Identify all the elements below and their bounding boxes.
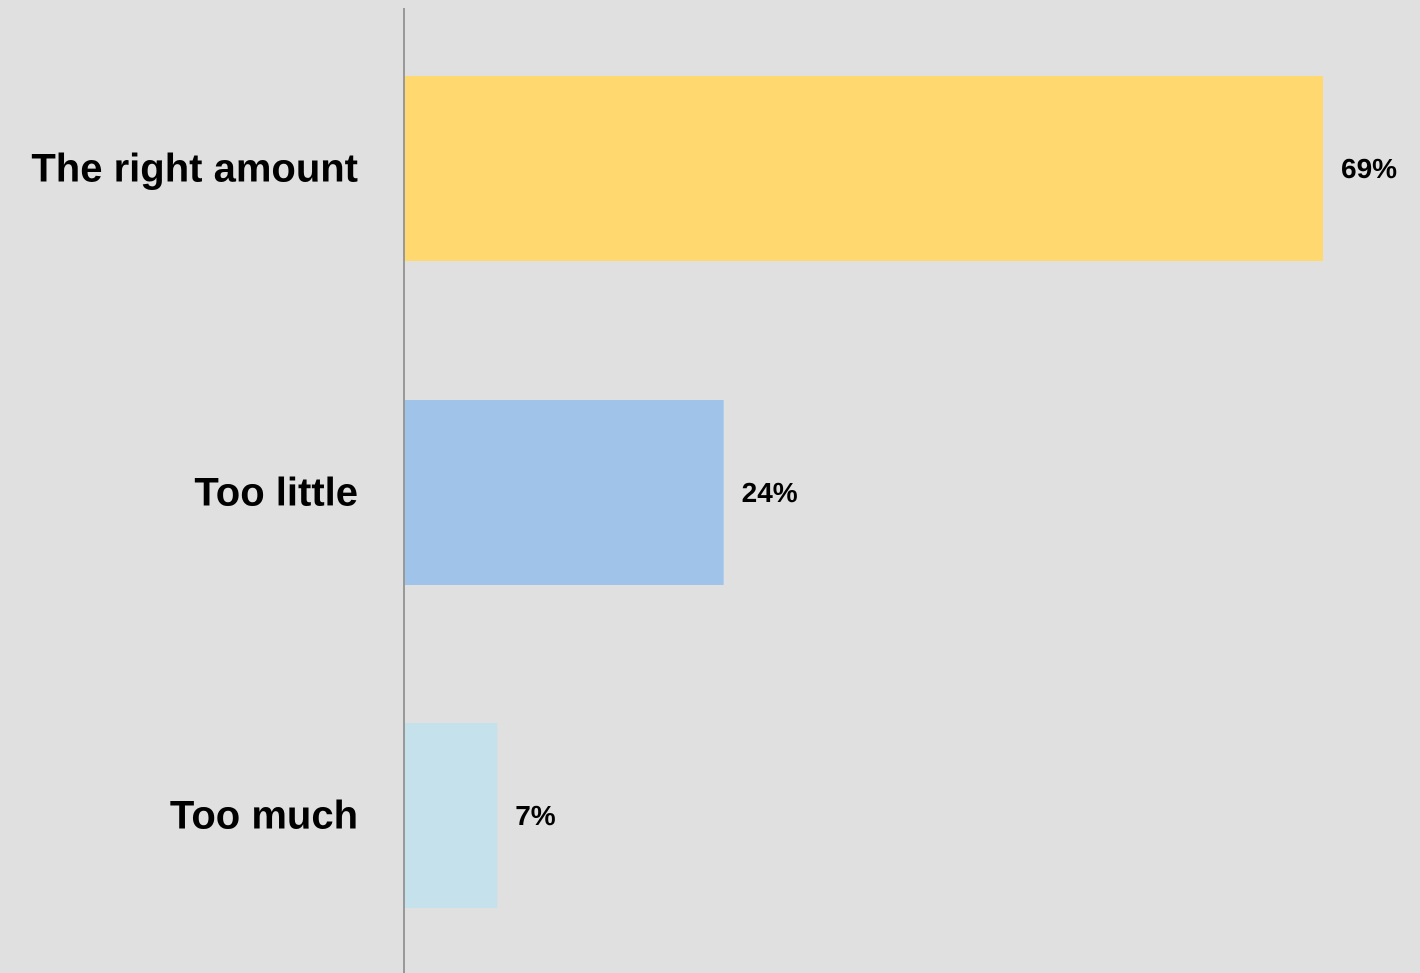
- value-label: 24%: [742, 477, 798, 508]
- value-label: 7%: [515, 800, 556, 831]
- bar-too-much: [404, 723, 498, 908]
- bar-too-little: [404, 400, 724, 585]
- value-label: 69%: [1341, 153, 1397, 184]
- bars-layer: [404, 76, 1323, 908]
- category-label: The right amount: [31, 147, 358, 191]
- labels-layer: The right amount 69% Too little 24% Too much…: [31, 147, 1397, 838]
- bar-the-right-amount: [404, 76, 1323, 261]
- category-label: Too much: [170, 794, 358, 838]
- category-label: Too little: [194, 471, 358, 515]
